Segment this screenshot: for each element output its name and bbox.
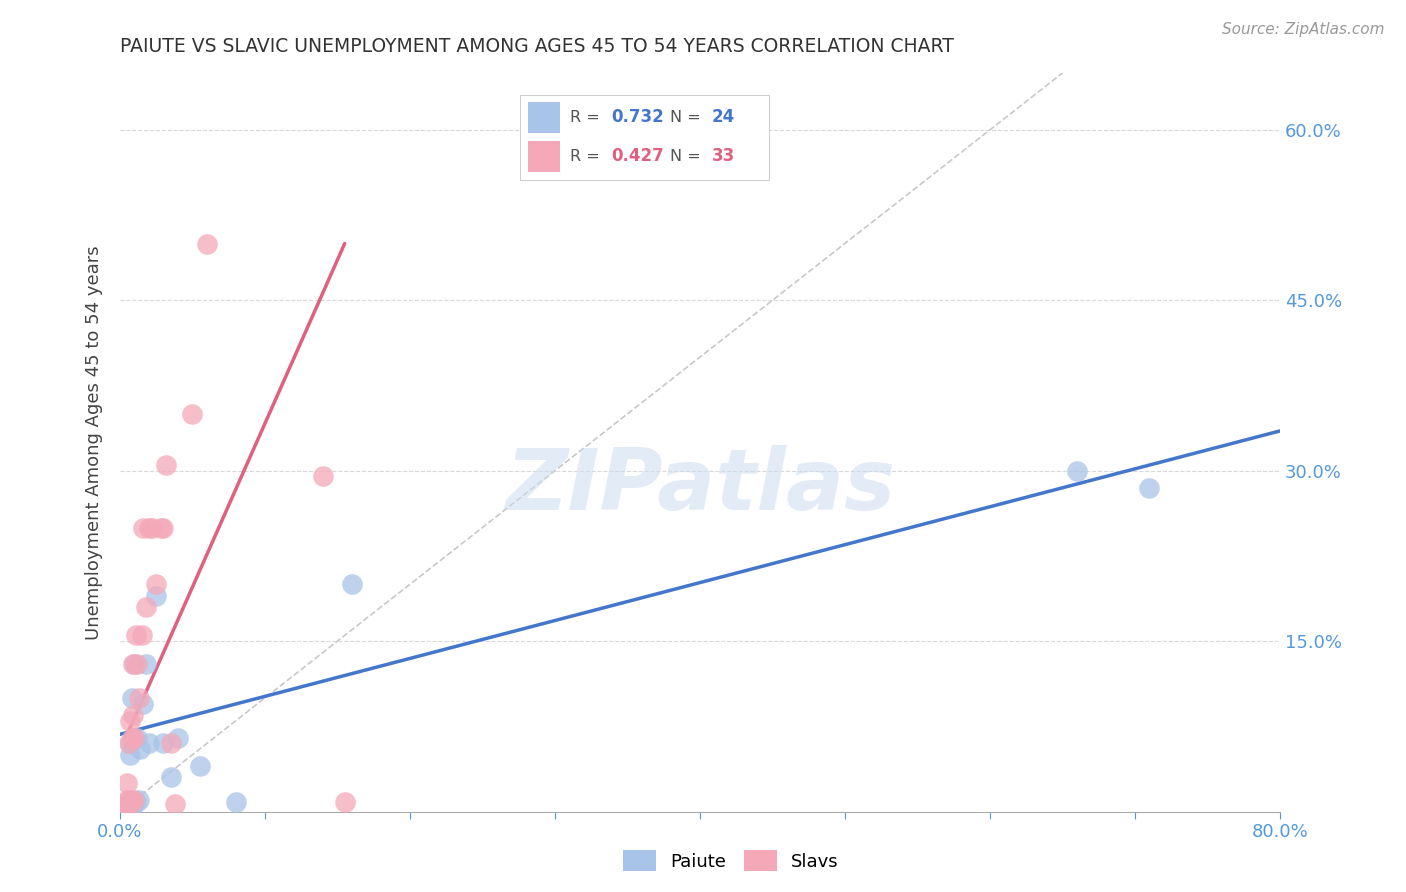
Point xyxy=(129,742,152,756)
Point xyxy=(225,796,247,810)
Point xyxy=(145,589,167,603)
Point xyxy=(340,577,363,591)
Point xyxy=(115,793,138,807)
Point xyxy=(131,628,153,642)
Point xyxy=(152,520,174,534)
Point xyxy=(115,796,138,810)
Point xyxy=(167,731,190,745)
Point xyxy=(121,690,143,705)
Point xyxy=(122,708,145,723)
Point xyxy=(122,798,145,813)
Text: ZIPatlas: ZIPatlas xyxy=(505,445,896,528)
Point xyxy=(1137,481,1160,495)
Point xyxy=(120,714,142,728)
Point xyxy=(333,796,356,810)
Point xyxy=(141,520,163,534)
Point xyxy=(132,697,155,711)
Text: PAIUTE VS SLAVIC UNEMPLOYMENT AMONG AGES 45 TO 54 YEARS CORRELATION CHART: PAIUTE VS SLAVIC UNEMPLOYMENT AMONG AGES… xyxy=(120,37,953,56)
Point xyxy=(121,731,143,745)
Point xyxy=(122,657,145,671)
Point xyxy=(159,736,181,750)
Point xyxy=(149,520,172,534)
Point xyxy=(138,736,160,750)
Point xyxy=(152,736,174,750)
Y-axis label: Unemployment Among Ages 45 to 54 years: Unemployment Among Ages 45 to 54 years xyxy=(86,245,103,640)
Point xyxy=(132,520,155,534)
Point xyxy=(118,798,141,813)
Point xyxy=(115,776,138,790)
Point xyxy=(118,736,141,750)
Point xyxy=(135,657,157,671)
Point xyxy=(165,797,187,811)
Point xyxy=(138,520,160,534)
Point xyxy=(159,771,181,785)
Point xyxy=(124,731,146,745)
Point xyxy=(114,798,136,813)
Point xyxy=(114,798,136,813)
Point xyxy=(118,796,141,810)
Point xyxy=(124,793,146,807)
Point xyxy=(1066,464,1088,478)
Point xyxy=(125,796,148,810)
Point xyxy=(120,793,142,807)
Point xyxy=(127,731,149,745)
Point xyxy=(155,458,177,472)
Point xyxy=(188,759,211,773)
Point xyxy=(128,690,150,705)
Point xyxy=(120,736,142,750)
Point xyxy=(124,657,146,671)
Point xyxy=(128,793,150,807)
Point xyxy=(181,407,204,421)
Point xyxy=(145,577,167,591)
Point xyxy=(115,798,138,813)
Point xyxy=(112,798,135,813)
Text: Source: ZipAtlas.com: Source: ZipAtlas.com xyxy=(1222,22,1385,37)
Legend: Paiute, Slavs: Paiute, Slavs xyxy=(616,843,846,879)
Point xyxy=(312,469,335,483)
Point xyxy=(135,600,157,615)
Point xyxy=(127,657,149,671)
Point xyxy=(195,236,218,251)
Point xyxy=(121,793,143,807)
Point xyxy=(120,747,142,762)
Point xyxy=(125,628,148,642)
